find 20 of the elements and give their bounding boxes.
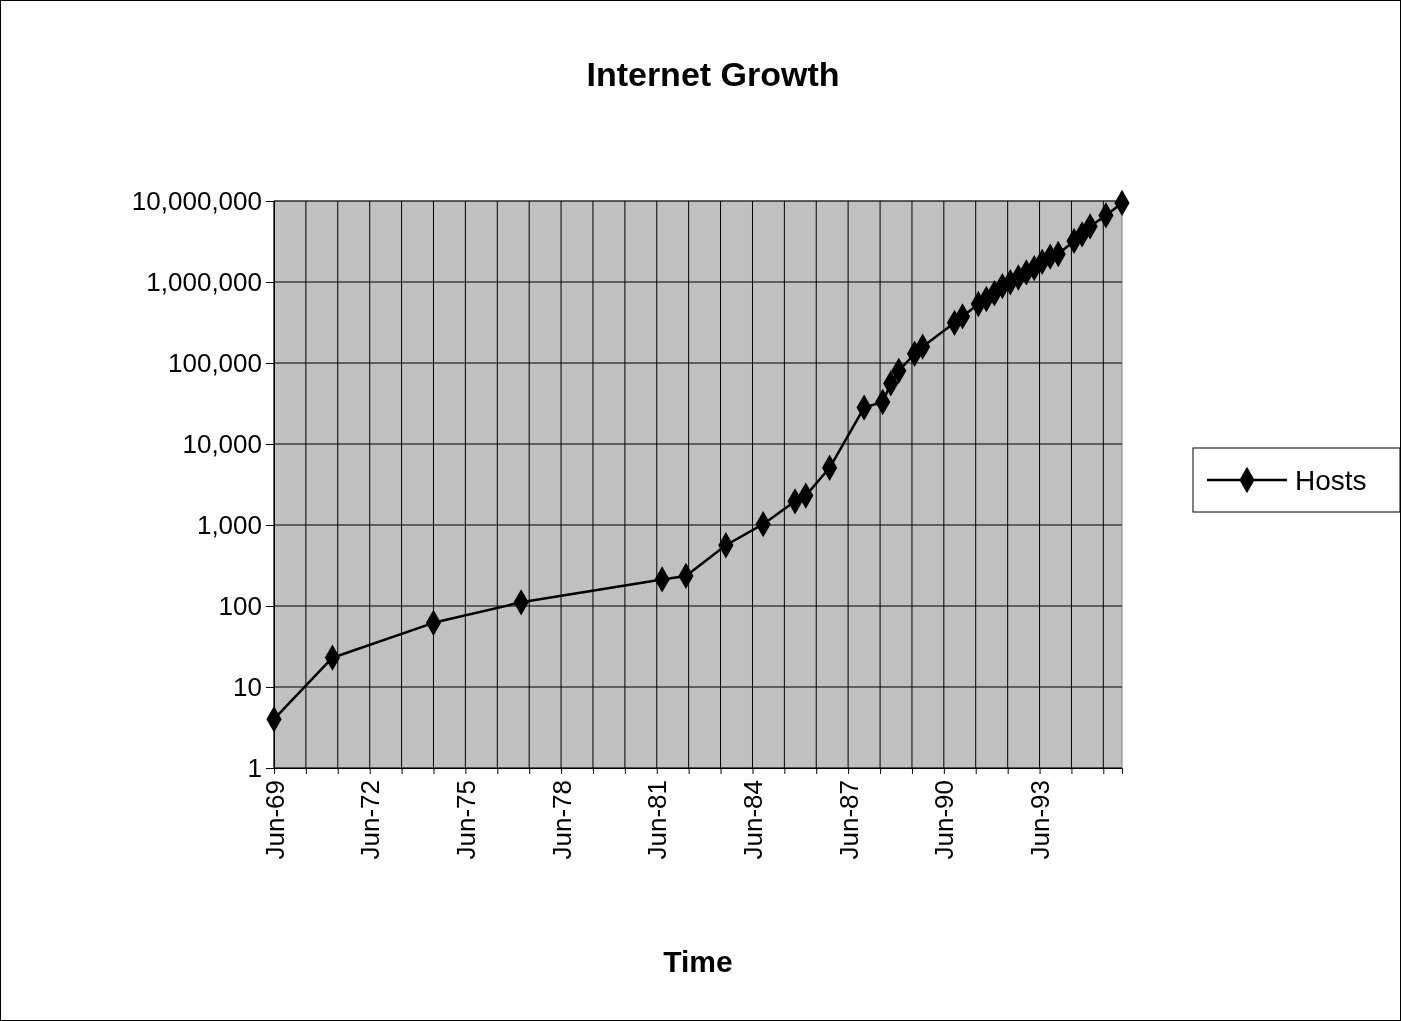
x-tick-label: Jun-90 <box>929 780 960 860</box>
y-tick-label: 1 <box>247 752 262 783</box>
chart-title: Internet Growth <box>586 55 840 93</box>
x-tick-label: Jun-84 <box>738 780 769 860</box>
y-tick-label: 10,000,000 <box>131 185 262 216</box>
y-tick-label: 1,000 <box>196 509 262 540</box>
y-tick-label: 100 <box>218 590 262 621</box>
x-tick-label: Jun-81 <box>642 780 673 860</box>
y-tick-label: 100,000 <box>168 347 262 378</box>
x-tick-label: Jun-87 <box>833 780 864 860</box>
x-tick-label: Jun-75 <box>450 780 481 860</box>
legend-label: Hosts <box>1295 464 1367 496</box>
x-tick-label: Jun-78 <box>546 780 577 860</box>
x-tick-label: Jun-72 <box>355 780 386 860</box>
y-tick-label: 10,000 <box>182 428 262 459</box>
x-axis-title: Time <box>663 945 733 978</box>
y-tick-label: 10 <box>233 671 262 702</box>
x-tick-label: Jun-69 <box>259 780 290 860</box>
y-tick-label: 1,000,000 <box>146 266 262 297</box>
x-tick-label: Jun-93 <box>1025 780 1056 860</box>
